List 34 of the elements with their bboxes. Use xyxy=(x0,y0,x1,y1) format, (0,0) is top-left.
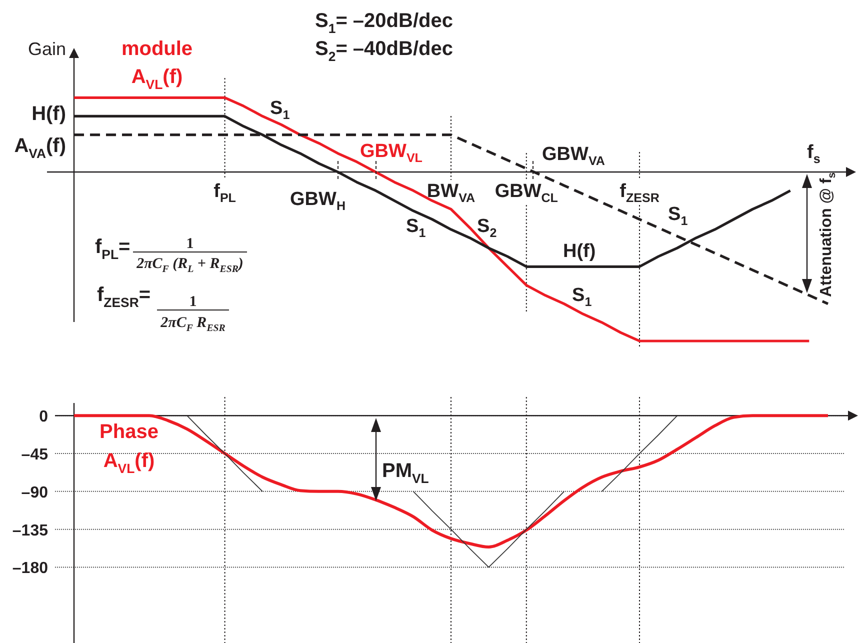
text: S$_{2}$= –40dB/dec xyxy=(315,38,453,64)
x-tick-label: GBW$_{CL}$ xyxy=(494,181,558,206)
y-tick-label: –45 xyxy=(21,446,48,464)
annotation: S$_{1}$ xyxy=(406,216,426,240)
series-label: module A$_{VL}$(f) xyxy=(121,38,193,92)
annotation: 1 xyxy=(189,294,197,310)
annotation: 2πC$_{F}$ R$_{ESR}$ xyxy=(160,315,226,334)
line-series xyxy=(72,414,830,548)
y-tick-label: –135 xyxy=(12,522,48,540)
annotation: S$_{1}$ xyxy=(572,285,592,310)
series-label: A$_{VA}$(f) xyxy=(14,135,66,161)
annotation: f$_{PL}$= xyxy=(95,236,130,262)
y-axis-title: Gain xyxy=(28,39,66,59)
annotation: GBW$_{VA}$ xyxy=(542,144,605,168)
annotation: GBW$_{H}$ xyxy=(290,189,346,214)
x-tick-label: BW$_{VA}$ xyxy=(426,181,476,206)
x-tick-label: f$_{ZESR}$ xyxy=(620,181,660,206)
x-axis-title: f$_{s}$ xyxy=(807,142,820,166)
y-tick-label: 0 xyxy=(39,408,48,426)
annotation: 1 xyxy=(186,236,194,252)
text: S$_{1}$= –20dB/dec xyxy=(315,10,453,36)
annotation: S$_{1}$ xyxy=(668,204,688,228)
y-tick-label: –180 xyxy=(12,560,48,578)
series-label: H(f) xyxy=(32,103,66,125)
annotation: f$_{ZESR}$= xyxy=(97,284,151,310)
x-tick-label: f$_{PL}$ xyxy=(214,181,236,206)
y-tick-label: –90 xyxy=(21,484,48,502)
annotation: GBW$_{VL}$ xyxy=(360,141,423,166)
annotation: S$_{1}$ xyxy=(270,98,290,122)
series-label: Phase A$_{VL}$(f) xyxy=(100,421,158,476)
annotation: PM$_{VL}$ xyxy=(382,460,429,486)
annotation: S$_{2}$ xyxy=(477,216,497,240)
annotation: H(f) xyxy=(563,241,596,262)
annotation: 2πC$_{F}$ (R$_{L}$ + R$_{ESR}$) xyxy=(136,256,244,276)
